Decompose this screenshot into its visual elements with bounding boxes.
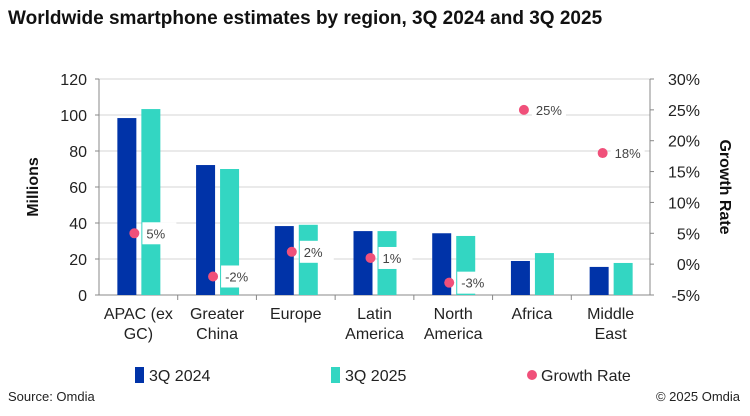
y-tick-label: 20: [69, 252, 87, 269]
data-label-background: [610, 142, 645, 165]
legend-label: 3Q 2024: [149, 368, 210, 385]
x-tick-label: Africa: [511, 306, 552, 323]
y-tick-label: 60: [69, 180, 87, 197]
legend-label: 3Q 2025: [345, 368, 406, 385]
legend-label: Growth Rate: [541, 368, 631, 385]
growth-point: [286, 246, 297, 257]
bar-3q2025: [613, 262, 633, 295]
chart-title: Worldwide smartphone estimates by region…: [8, 8, 603, 29]
growth-point: [208, 271, 219, 282]
growth-data-label: 1%: [383, 251, 402, 266]
y2-axis-title: Growth Rate: [716, 139, 733, 234]
data-label-background: [457, 271, 492, 294]
x-tick-label: East: [595, 326, 628, 343]
x-tick-label: Greater: [190, 306, 245, 323]
data-label-background: [531, 98, 566, 121]
x-tick-label: America: [424, 326, 483, 343]
y2-tick-label: 10%: [668, 195, 700, 212]
y-tick-label: 100: [60, 108, 87, 125]
copyright-note: © 2025 Omdia: [655, 389, 740, 404]
y-tick-label: 0: [78, 288, 87, 305]
x-tick-label: APAC (ex: [104, 306, 173, 323]
bar-3q2025: [141, 109, 161, 295]
y2-tick-label: 15%: [668, 165, 700, 182]
growth-point: [518, 104, 529, 115]
y2-tick-label: -5%: [672, 288, 700, 305]
x-tick-label: Europe: [270, 306, 322, 323]
y2-tick-label: 25%: [668, 103, 700, 120]
y-axis-title: Millions: [25, 157, 42, 217]
bar-3q2024: [589, 266, 609, 295]
legend-swatch: [331, 367, 340, 383]
growth-data-label: 18%: [615, 146, 641, 161]
y-tick-label: 40: [69, 216, 87, 233]
growth-point: [365, 252, 376, 263]
data-label-background: [221, 265, 256, 288]
growth-data-label: 2%: [304, 245, 323, 260]
x-tick-label: America: [345, 326, 404, 343]
x-tick-label: Latin: [357, 306, 392, 323]
source-note: Source: Omdia: [8, 389, 95, 404]
x-tick-label: North: [434, 306, 473, 323]
y2-tick-label: 5%: [677, 226, 700, 243]
data-label-background: [142, 222, 177, 245]
bar-3q2024: [196, 165, 216, 295]
bar-3q2024: [274, 226, 294, 295]
x-tick-label: Middle: [587, 306, 634, 323]
bar-3q2024: [353, 231, 373, 295]
y2-tick-label: 0%: [677, 257, 700, 274]
legend-swatch: [135, 367, 144, 383]
y-tick-label: 80: [69, 144, 87, 161]
y2-tick-label: 30%: [668, 72, 700, 89]
y-tick-label: 120: [60, 72, 87, 89]
growth-point: [444, 277, 455, 288]
growth-data-label: -3%: [461, 276, 485, 291]
legend-marker: [527, 370, 537, 380]
growth-data-label: 25%: [536, 103, 562, 118]
bar-3q2025: [220, 169, 240, 295]
bar-3q2024: [510, 260, 530, 295]
y2-tick-label: 20%: [668, 134, 700, 151]
x-tick-label: GC): [124, 326, 153, 343]
x-tick-label: China: [196, 326, 238, 343]
growth-data-label: -2%: [225, 269, 249, 284]
growth-point: [597, 148, 608, 159]
growth-data-label: 5%: [146, 226, 165, 241]
data-label-background: [299, 240, 334, 263]
growth-point: [129, 228, 140, 239]
bar-3q2025: [534, 253, 554, 295]
data-label-background: [378, 246, 413, 269]
bar-3q2024: [117, 118, 137, 295]
